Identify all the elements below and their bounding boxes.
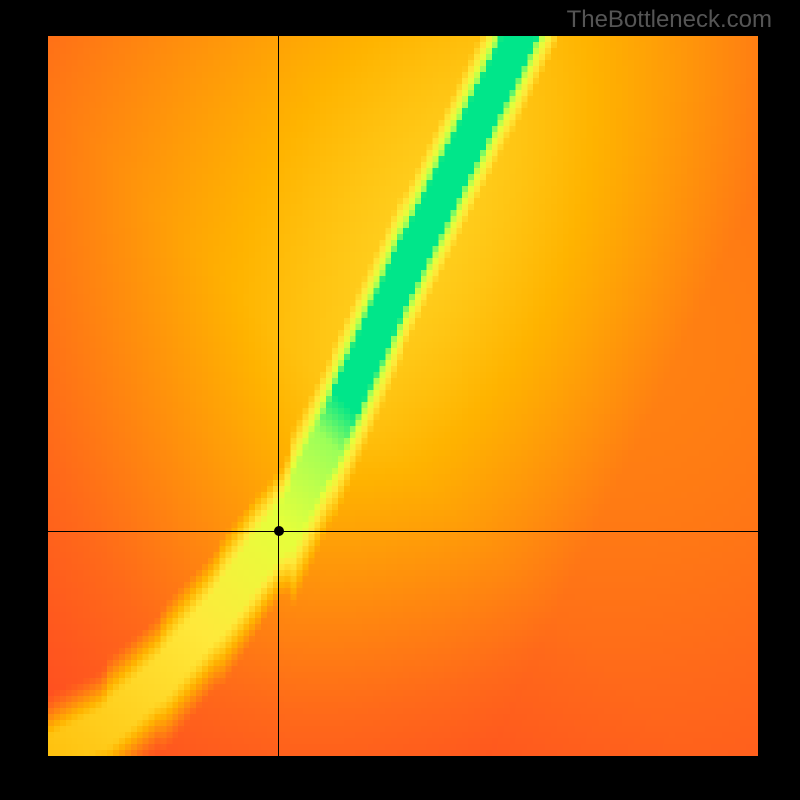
crosshair-horizontal	[48, 531, 758, 532]
crosshair-vertical	[278, 36, 279, 756]
chart-container: TheBottleneck.com	[0, 0, 800, 800]
watermark-text: TheBottleneck.com	[567, 6, 772, 34]
bottleneck-heatmap	[48, 36, 758, 756]
